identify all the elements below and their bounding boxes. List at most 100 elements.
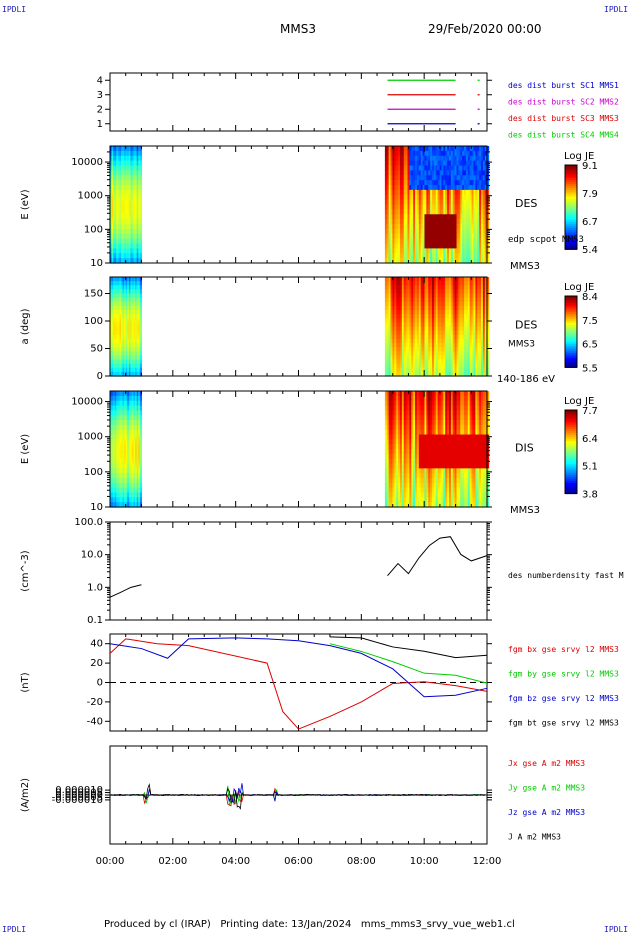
heatmap-cell <box>471 367 475 373</box>
heatmap-cell <box>122 170 125 176</box>
heatmap-cell <box>426 395 429 402</box>
heatmap-cell <box>467 243 471 249</box>
heatmap-cell <box>114 253 117 259</box>
heatmap-cell <box>114 209 117 215</box>
heatmap-cell <box>467 194 471 201</box>
heatmap-cell <box>454 301 458 307</box>
heatmap-cell <box>125 351 128 356</box>
heatmap-cell <box>443 180 446 186</box>
heatmap-cell <box>477 363 480 369</box>
heatmap-cell <box>465 338 469 344</box>
heatmap-cell <box>439 180 443 186</box>
heatmap-cell <box>433 165 437 171</box>
heatmap-cell <box>437 165 441 171</box>
heatmap-cell <box>465 146 469 152</box>
heatmap-cell <box>122 453 125 460</box>
heatmap-cell <box>448 233 452 240</box>
heatmap-cell <box>127 405 130 411</box>
heatmap-cell <box>124 301 127 307</box>
heatmap-cell <box>452 285 456 290</box>
heatmap-cell <box>424 146 427 152</box>
heatmap-cell <box>426 444 429 450</box>
heatmap-cell <box>392 355 395 361</box>
heatmap-cell <box>450 209 454 215</box>
heatmap-cell <box>122 194 125 201</box>
heatmap-cell <box>405 420 409 426</box>
heatmap-cell <box>110 415 113 421</box>
heatmap-cell <box>403 487 407 494</box>
heatmap-cell <box>386 155 390 162</box>
heatmap-cell <box>399 175 403 181</box>
heatmap-cell <box>475 338 478 344</box>
heatmap-cell <box>403 415 407 421</box>
heatmap-cell <box>114 371 117 377</box>
heatmap-cell <box>116 322 119 328</box>
heatmap-cell <box>403 310 407 315</box>
heatmap-cell <box>473 185 476 191</box>
heatmap-cell <box>454 238 458 245</box>
heatmap-cell <box>471 189 475 196</box>
heatmap-cell <box>394 405 397 411</box>
heatmap-cell <box>403 478 407 484</box>
heatmap-cell <box>136 301 139 307</box>
heatmap-cell <box>138 502 141 508</box>
heatmap-cell <box>124 170 127 176</box>
heatmap-cell <box>422 463 426 469</box>
colorbar-cell <box>565 331 577 335</box>
corner-label-top-left: IPDLI <box>2 5 27 14</box>
heatmap-cell <box>117 439 121 445</box>
heatmap-cell <box>396 214 399 220</box>
heatmap-cell <box>477 170 480 176</box>
heatmap-cell <box>131 410 135 416</box>
heatmap-cell <box>396 449 399 455</box>
heatmap-cell <box>418 468 422 474</box>
heatmap-cell <box>458 180 461 186</box>
heatmap-cell <box>111 405 114 411</box>
heatmap-cell <box>401 318 405 323</box>
heatmap-cell <box>422 285 426 290</box>
heatmap-cell <box>127 180 130 186</box>
heatmap-cell <box>392 395 395 402</box>
heatmap-cell <box>465 367 469 373</box>
heatmap-cell <box>117 180 121 186</box>
heatmap-cell <box>401 338 405 344</box>
heatmap-cell <box>437 238 441 245</box>
heatmap-cell <box>390 224 394 230</box>
heatmap-cell <box>405 209 409 215</box>
heatmap-cell <box>456 243 460 249</box>
heatmap-cell <box>430 351 433 356</box>
heatmap-cell <box>138 429 141 436</box>
heatmap-cell <box>127 355 130 361</box>
heatmap-cell <box>125 194 128 201</box>
heatmap-cell <box>445 219 448 225</box>
heatmap-cell <box>119 146 122 152</box>
heatmap-cell <box>386 253 390 259</box>
heatmap-cell <box>462 214 465 220</box>
heatmap-cell <box>388 228 392 235</box>
heatmap-cell <box>386 293 390 299</box>
heatmap-cell <box>388 297 392 303</box>
heatmap-cell <box>120 219 124 225</box>
legend-burst-4: des dist burst SC4 MMS4 <box>508 131 619 140</box>
heatmap-cell <box>403 248 407 254</box>
heatmap-cell <box>136 175 139 181</box>
heatmap-cell <box>448 204 452 210</box>
heatmap-cell <box>424 463 427 469</box>
heatmap-cell <box>396 405 399 411</box>
heatmap-cell <box>401 277 405 282</box>
heatmap-cell <box>450 233 454 240</box>
heatmap-cell <box>138 347 141 352</box>
heatmap-cell <box>409 297 412 303</box>
heatmap-cell <box>114 367 117 373</box>
heatmap-cell <box>465 199 469 206</box>
heatmap-cell <box>441 155 444 162</box>
heatmap-cell <box>130 297 133 303</box>
heatmap-cell <box>405 434 409 440</box>
heatmap-cell <box>435 343 439 348</box>
heatmap-cell <box>384 155 388 162</box>
heatmap-cell <box>405 238 409 245</box>
heatmap-cell <box>122 228 125 235</box>
heatmap-cell <box>392 160 395 167</box>
heatmap-cell <box>460 359 463 365</box>
heatmap-cell <box>475 351 478 356</box>
